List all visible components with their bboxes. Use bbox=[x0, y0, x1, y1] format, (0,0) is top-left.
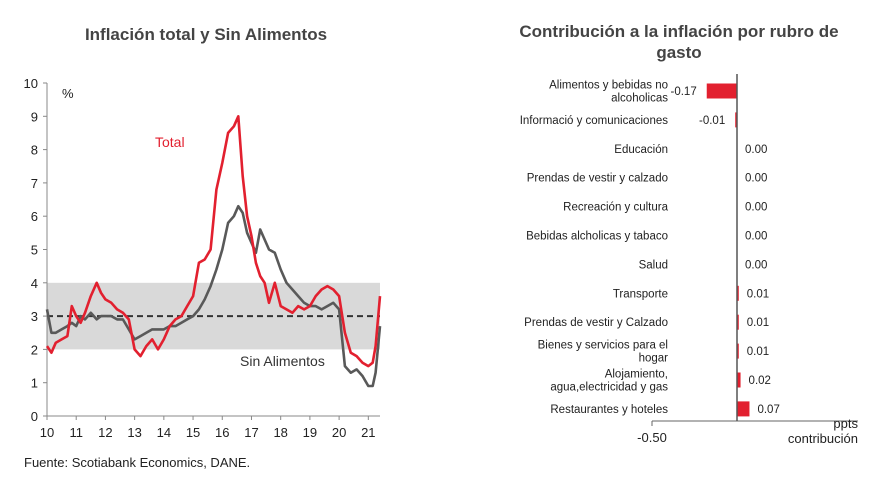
line-chart-title: Inflación total y Sin Alimentos bbox=[85, 25, 327, 44]
data-label: -0.01 bbox=[699, 115, 725, 127]
y-tick-label: 9 bbox=[31, 109, 38, 124]
y-tick-label: 10 bbox=[24, 76, 38, 91]
x-tick-label: 11 bbox=[69, 425, 83, 440]
y-tick-label: 4 bbox=[31, 276, 38, 291]
data-label: 0.00 bbox=[745, 173, 767, 185]
x-tick-label: 10 bbox=[40, 425, 54, 440]
series-label-sin-alimentos: Sin Alimentos bbox=[240, 353, 325, 369]
x-tick-label: 12 bbox=[98, 425, 112, 440]
data-label: -0.17 bbox=[671, 86, 697, 98]
category-label: Prendas de vestir y calzado bbox=[527, 173, 668, 185]
category-label: Bienes y servicios para el hogar bbox=[538, 340, 669, 365]
y-tick-label: 2 bbox=[31, 342, 38, 357]
series-line-total bbox=[45, 115, 382, 368]
bar bbox=[737, 285, 739, 301]
series-line-sin-alimentos bbox=[45, 204, 382, 388]
category-label: Transporte bbox=[613, 288, 668, 300]
bar-chart-panel: Contribución a la inflación por rubro de… bbox=[440, 0, 888, 474]
data-label: 0.07 bbox=[757, 404, 779, 416]
bar bbox=[737, 314, 739, 330]
data-label: 0.01 bbox=[747, 288, 769, 300]
y-tick-label: 7 bbox=[31, 176, 38, 191]
y-tick-label: 6 bbox=[31, 209, 38, 224]
y-tick-label: 5 bbox=[31, 243, 38, 258]
category-label: Alojamiento, agua,electricidad y gas bbox=[550, 369, 668, 394]
category-label: Bebidas alcholicas y tabaco bbox=[526, 231, 668, 243]
axis-unit-label-line1: ppts bbox=[833, 416, 858, 431]
axis-unit-label-line2: contribución bbox=[788, 431, 858, 446]
data-label: 0.01 bbox=[747, 317, 769, 329]
data-label: 0.00 bbox=[745, 202, 767, 214]
bar-chart: Contribución a la inflación por rubro de… bbox=[519, 22, 858, 446]
bar bbox=[737, 401, 750, 417]
data-label: 0.01 bbox=[747, 346, 769, 358]
category-label: Prendas de vestir y Calzado bbox=[524, 317, 668, 329]
y-tick-label: 8 bbox=[31, 143, 38, 158]
x-tick-label: 17 bbox=[244, 425, 258, 440]
bar-chart-title-line2: gasto bbox=[656, 43, 701, 62]
bar-chart-title-line1: Contribución a la inflación por rubro de bbox=[519, 22, 838, 41]
x-tick-label: 21 bbox=[361, 425, 375, 440]
x-tick-label: 16 bbox=[215, 425, 229, 440]
y-tick-label: 0 bbox=[31, 409, 38, 424]
x-tick-label: 18 bbox=[273, 425, 287, 440]
category-label: Educación bbox=[614, 144, 668, 156]
y-tick-label: 3 bbox=[31, 309, 38, 324]
data-label: 0.00 bbox=[745, 231, 767, 243]
x-tick-label: 19 bbox=[303, 425, 317, 440]
category-label: Alimentos y bebidas no alcoholicas bbox=[549, 80, 668, 105]
x-tick-label: 15 bbox=[186, 425, 200, 440]
bar bbox=[706, 83, 737, 99]
category-label: Recreación y cultura bbox=[563, 202, 668, 214]
data-label: 0.00 bbox=[745, 144, 767, 156]
category-label: Informació y comunicaciones bbox=[520, 115, 669, 127]
x-min-label: -0.50 bbox=[637, 430, 667, 445]
data-label: 0.02 bbox=[749, 375, 771, 387]
bar bbox=[737, 343, 739, 359]
category-label: Salud bbox=[639, 259, 668, 271]
category-label: Restaurantes y hoteles bbox=[550, 404, 668, 416]
source-note: Fuente: Scotiabank Economics, DANE. bbox=[24, 455, 251, 470]
x-tick-label: 20 bbox=[332, 425, 346, 440]
data-label: 0.00 bbox=[745, 259, 767, 271]
series-label-total: Total bbox=[155, 134, 185, 150]
x-tick-label: 13 bbox=[127, 425, 141, 440]
x-tick-label: 14 bbox=[157, 425, 171, 440]
line-chart: Inflación total y Sin Alimentos % 012345… bbox=[24, 25, 382, 440]
bar bbox=[735, 112, 737, 128]
y-tick-label: 1 bbox=[31, 376, 38, 391]
bar bbox=[737, 372, 741, 388]
y-unit-label: % bbox=[62, 86, 74, 101]
